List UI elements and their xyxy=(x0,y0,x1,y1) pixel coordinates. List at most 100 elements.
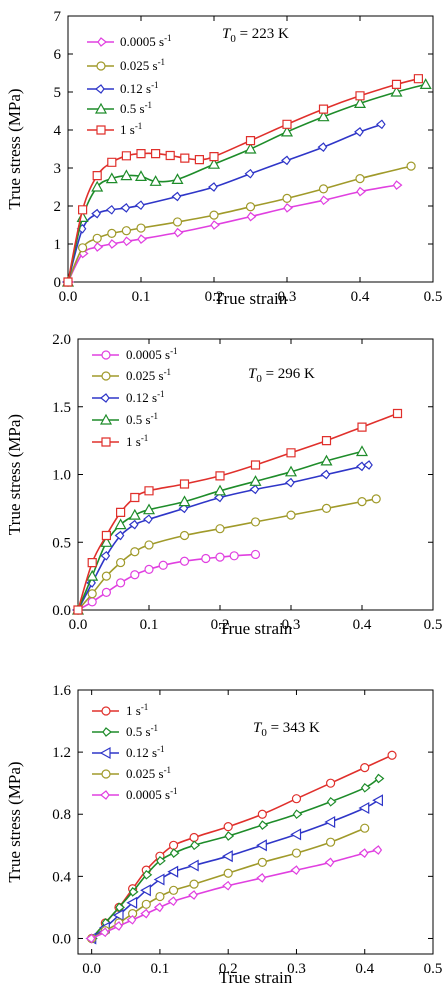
data-point xyxy=(130,547,140,557)
data-point xyxy=(215,524,225,534)
x-tick-label: 0.5 xyxy=(424,617,443,633)
series-0_025 xyxy=(63,161,416,287)
legend-label: 0.0005 s-1 xyxy=(120,33,172,49)
data-point xyxy=(356,186,366,197)
legend-label: 1 s-1 xyxy=(120,121,142,137)
data-point xyxy=(171,191,182,202)
data-point xyxy=(354,127,364,137)
legend-exponent: -1 xyxy=(164,367,172,377)
data-point xyxy=(121,151,131,161)
data-point xyxy=(105,172,118,184)
data-point xyxy=(258,820,269,830)
chart-panel-3: 0.0 0.1 0.2 0.3 0.4 0.5 0.0 0.4 0.8 1.2 1.6 True st… xyxy=(5,683,442,987)
data-point xyxy=(91,208,101,219)
legend-label: 0.12 s-1 xyxy=(126,744,165,760)
data-point xyxy=(244,168,255,179)
x-tick-label: 0.2 xyxy=(205,289,224,305)
data-point xyxy=(318,184,329,194)
data-point xyxy=(250,517,261,527)
data-point xyxy=(320,454,333,466)
data-point xyxy=(126,896,138,909)
data-point xyxy=(100,536,113,547)
temperature-symbol: T xyxy=(248,366,258,382)
data-point xyxy=(250,460,261,470)
data-point xyxy=(358,801,370,815)
temperature-value: = 343 K xyxy=(267,720,320,736)
legend-exponent: -1 xyxy=(164,33,172,43)
data-point xyxy=(99,927,110,938)
x-axis-label: True strain xyxy=(219,968,293,987)
legend-exponent: -1 xyxy=(157,389,165,399)
legend-rate: 0.0005 s xyxy=(126,347,170,362)
legend-entry-0_12: 0.12 s-1 xyxy=(87,80,159,96)
y-tick-label: 0.0 xyxy=(52,603,71,619)
x-tick-label: 0.1 xyxy=(140,617,159,633)
data-point xyxy=(121,226,132,236)
data-point xyxy=(244,142,257,154)
legend-entry-0_025: 0.025 s-1 xyxy=(92,367,171,383)
data-point xyxy=(108,239,118,249)
data-point xyxy=(136,149,146,159)
legend-entry-1: 1 s-1 xyxy=(87,121,142,137)
legend-exponent: -1 xyxy=(145,100,153,110)
data-point xyxy=(115,578,126,588)
y-axis-label: True stress (MPa) xyxy=(5,761,24,882)
legend-rate: 0.12 s xyxy=(126,390,157,405)
data-point xyxy=(374,773,385,784)
data-point xyxy=(355,174,365,184)
data-point xyxy=(105,204,116,215)
data-point xyxy=(223,822,233,832)
data-point xyxy=(115,507,126,518)
data-point xyxy=(249,484,260,495)
temperature-annotation: T0 = 223 K xyxy=(222,26,289,45)
legend-label: 0.025 s-1 xyxy=(126,367,171,383)
legend-entry-0_12: 0.12 s-1 xyxy=(92,744,165,760)
data-point xyxy=(372,845,383,855)
data-point xyxy=(387,750,397,760)
data-point xyxy=(245,202,256,212)
x-tick-label: 0.3 xyxy=(282,617,301,633)
legend-label: 0.025 s-1 xyxy=(120,57,165,73)
series-0_12 xyxy=(72,460,373,615)
data-point xyxy=(92,233,102,243)
data-point xyxy=(93,242,104,252)
data-point xyxy=(142,869,153,880)
y-tick-label: 0.8 xyxy=(52,807,71,823)
temperature-subscript: 0 xyxy=(261,727,267,739)
data-point xyxy=(153,902,164,913)
data-point xyxy=(87,557,97,568)
data-point xyxy=(371,494,381,504)
legend-exponent: -1 xyxy=(170,346,178,356)
series-line xyxy=(67,184,397,283)
data-point xyxy=(292,809,303,820)
data-point xyxy=(91,180,104,192)
data-point xyxy=(356,461,366,472)
data-point xyxy=(140,908,151,919)
data-point xyxy=(318,104,329,114)
data-point xyxy=(290,828,302,841)
y-tick-label: 1 xyxy=(54,237,62,253)
x-tick-label: 0.3 xyxy=(287,961,306,977)
data-point xyxy=(112,909,124,922)
legend-swatch-marker xyxy=(95,84,105,94)
legend-swatch-marker xyxy=(101,371,111,381)
data-point xyxy=(149,175,162,186)
chart-panel-1: 0.0 0.1 0.2 0.3 0.4 0.5 0 1 2 3 4 5 6 7 True strain Tru… xyxy=(5,9,442,308)
data-point xyxy=(143,514,153,525)
legend-swatch-marker xyxy=(96,125,106,135)
legend-rate: 1 s xyxy=(120,122,135,137)
data-point xyxy=(291,848,302,858)
data-point xyxy=(324,815,336,829)
data-point xyxy=(167,896,178,907)
x-tick-label: 0.5 xyxy=(424,289,443,305)
data-point xyxy=(210,220,220,230)
x-tick-label: 0.4 xyxy=(351,289,370,305)
data-point xyxy=(290,865,301,875)
x-tick-label: 0.1 xyxy=(151,961,170,977)
legend-swatch-marker xyxy=(99,746,111,760)
data-point xyxy=(165,150,175,161)
data-point xyxy=(406,161,416,171)
data-point xyxy=(320,469,331,480)
data-point xyxy=(179,556,190,566)
x-tick-label: 0.2 xyxy=(211,617,230,633)
